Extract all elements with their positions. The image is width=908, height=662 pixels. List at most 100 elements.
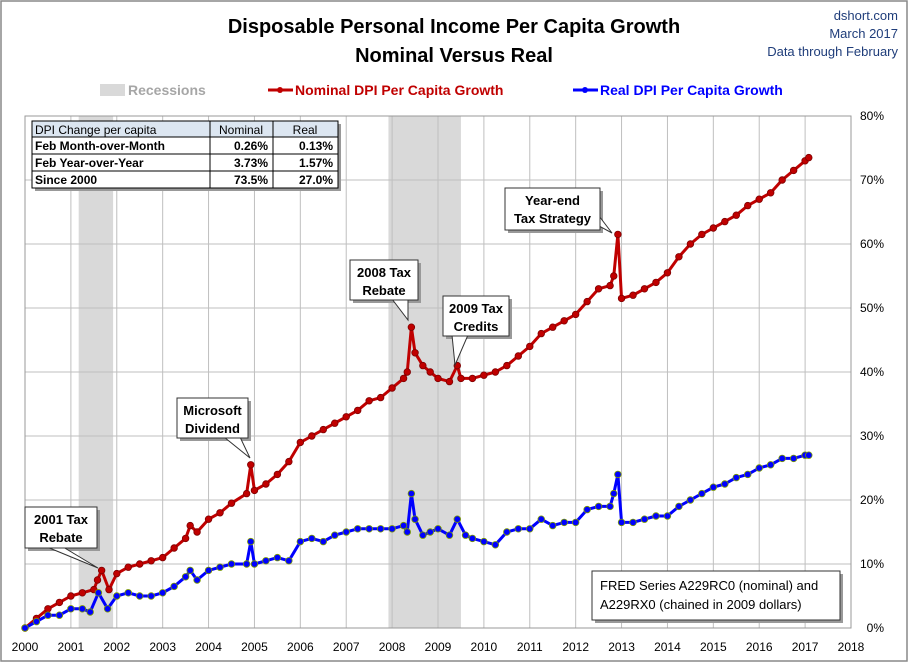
x-tick-label: 2009 — [425, 640, 452, 654]
legend-real-marker — [582, 87, 588, 93]
data-point-real — [766, 461, 775, 469]
data-point-nominal — [629, 291, 637, 299]
data-point-nominal — [549, 323, 557, 331]
table-cell: 3.73% — [234, 156, 268, 170]
data-point-real — [285, 557, 293, 565]
data-point-nominal — [181, 534, 190, 543]
callout-box — [24, 506, 98, 549]
data-point-nominal — [594, 285, 603, 293]
data-point-nominal — [755, 195, 763, 203]
note-text: A229RX0 (chained in 2009 dollars) — [600, 597, 802, 612]
table-cell: Feb Year-over-Year — [35, 156, 144, 170]
data-point-nominal — [445, 377, 454, 386]
table-cell: 1.57% — [299, 156, 333, 170]
source-note: FRED Series A229RC0 (nominal) and A229RX0… — [591, 570, 843, 623]
data-point-nominal — [365, 397, 373, 405]
table-cell: 73.5% — [234, 173, 268, 187]
data-point-real — [560, 518, 568, 527]
data-point-real — [331, 531, 339, 539]
data-point-real — [411, 515, 419, 523]
annotation-callout: Microsoft Dividend — [176, 397, 251, 459]
data-point-real — [744, 470, 752, 479]
data-point-nominal — [468, 374, 477, 383]
legend-recession-swatch — [100, 84, 125, 96]
y-tick-label: 40% — [860, 365, 884, 379]
data-point-real — [419, 531, 427, 539]
data-point-nominal — [193, 528, 201, 536]
data-point-real — [789, 454, 798, 463]
x-tick-label: 2001 — [58, 640, 85, 654]
table-cell: DPI Change per capita — [35, 123, 157, 137]
data-point-real — [614, 470, 622, 479]
data-point-real — [491, 541, 500, 549]
callout-text: 2001 Tax — [34, 512, 89, 527]
data-point-nominal — [457, 374, 465, 383]
data-point-real — [204, 566, 213, 575]
data-point-nominal — [503, 361, 511, 370]
callout-text: Rebate — [39, 530, 82, 545]
data-point-real — [262, 557, 270, 565]
data-point-nominal — [789, 166, 798, 175]
data-point-real — [629, 518, 637, 527]
data-point-real — [399, 521, 408, 530]
data-point-real — [136, 592, 144, 600]
data-point-nominal — [331, 419, 339, 427]
table-cell: 0.13% — [299, 139, 333, 153]
x-tick-label: 2006 — [287, 640, 314, 654]
data-point-real — [353, 525, 362, 533]
data-point-nominal — [319, 425, 327, 434]
data-point-real — [594, 502, 603, 511]
x-tick-label: 2012 — [562, 640, 589, 654]
callout-text: Year-end — [525, 193, 580, 208]
legend-real: Real DPI Per Capita Growth — [600, 82, 783, 98]
data-point-real — [675, 502, 683, 511]
data-point-real — [342, 528, 350, 536]
data-point-nominal — [663, 269, 672, 277]
data-point-real — [805, 451, 813, 459]
x-tick-label: 2007 — [333, 640, 360, 654]
y-tick-label: 30% — [860, 429, 884, 443]
data-point-real — [610, 489, 618, 498]
data-point-nominal — [698, 230, 706, 239]
source-line: dshort.com — [834, 8, 898, 23]
data-point-nominal — [419, 361, 427, 370]
data-point-nominal — [766, 189, 775, 197]
data-point-real — [407, 489, 416, 498]
data-point-nominal — [273, 470, 282, 479]
note-box — [591, 570, 841, 621]
data-point-nominal — [78, 589, 87, 597]
data-point-nominal — [158, 553, 167, 562]
data-point-real — [376, 525, 385, 533]
x-tick-label: 2002 — [103, 640, 130, 654]
x-tick-label: 2015 — [700, 640, 727, 654]
y-tick-label: 70% — [860, 173, 884, 187]
data-point-nominal — [308, 432, 316, 440]
data-point-real — [468, 534, 477, 543]
data-point-nominal — [136, 560, 144, 568]
data-point-nominal — [216, 509, 224, 517]
data-point-nominal — [537, 329, 545, 338]
data-point-real — [461, 531, 470, 539]
data-point-real — [32, 617, 41, 626]
data-point-nominal — [571, 310, 580, 319]
data-point-nominal — [285, 457, 293, 466]
summary-table: DPI Change per capita Nominal Real Feb Mont… — [31, 120, 341, 191]
annotation-callout: 2008 Tax Rebate — [349, 259, 421, 322]
data-point-nominal — [388, 384, 396, 392]
data-point-real — [434, 525, 442, 533]
data-point-real — [21, 624, 29, 632]
data-point-real — [67, 605, 75, 613]
data-point-nominal — [227, 499, 236, 507]
data-point-real — [445, 531, 454, 539]
data-point-nominal — [93, 576, 102, 584]
data-point-real — [365, 525, 373, 533]
data-point-real — [640, 515, 649, 523]
data-point-nominal — [170, 544, 178, 552]
x-tick-label: 2017 — [792, 640, 819, 654]
data-point-nominal — [434, 374, 442, 383]
callout-text: Dividend — [185, 421, 240, 436]
data-point-real — [606, 502, 614, 511]
data-point-nominal — [124, 563, 132, 571]
data-point-real — [103, 605, 112, 613]
table-cell: Nominal — [219, 123, 263, 137]
